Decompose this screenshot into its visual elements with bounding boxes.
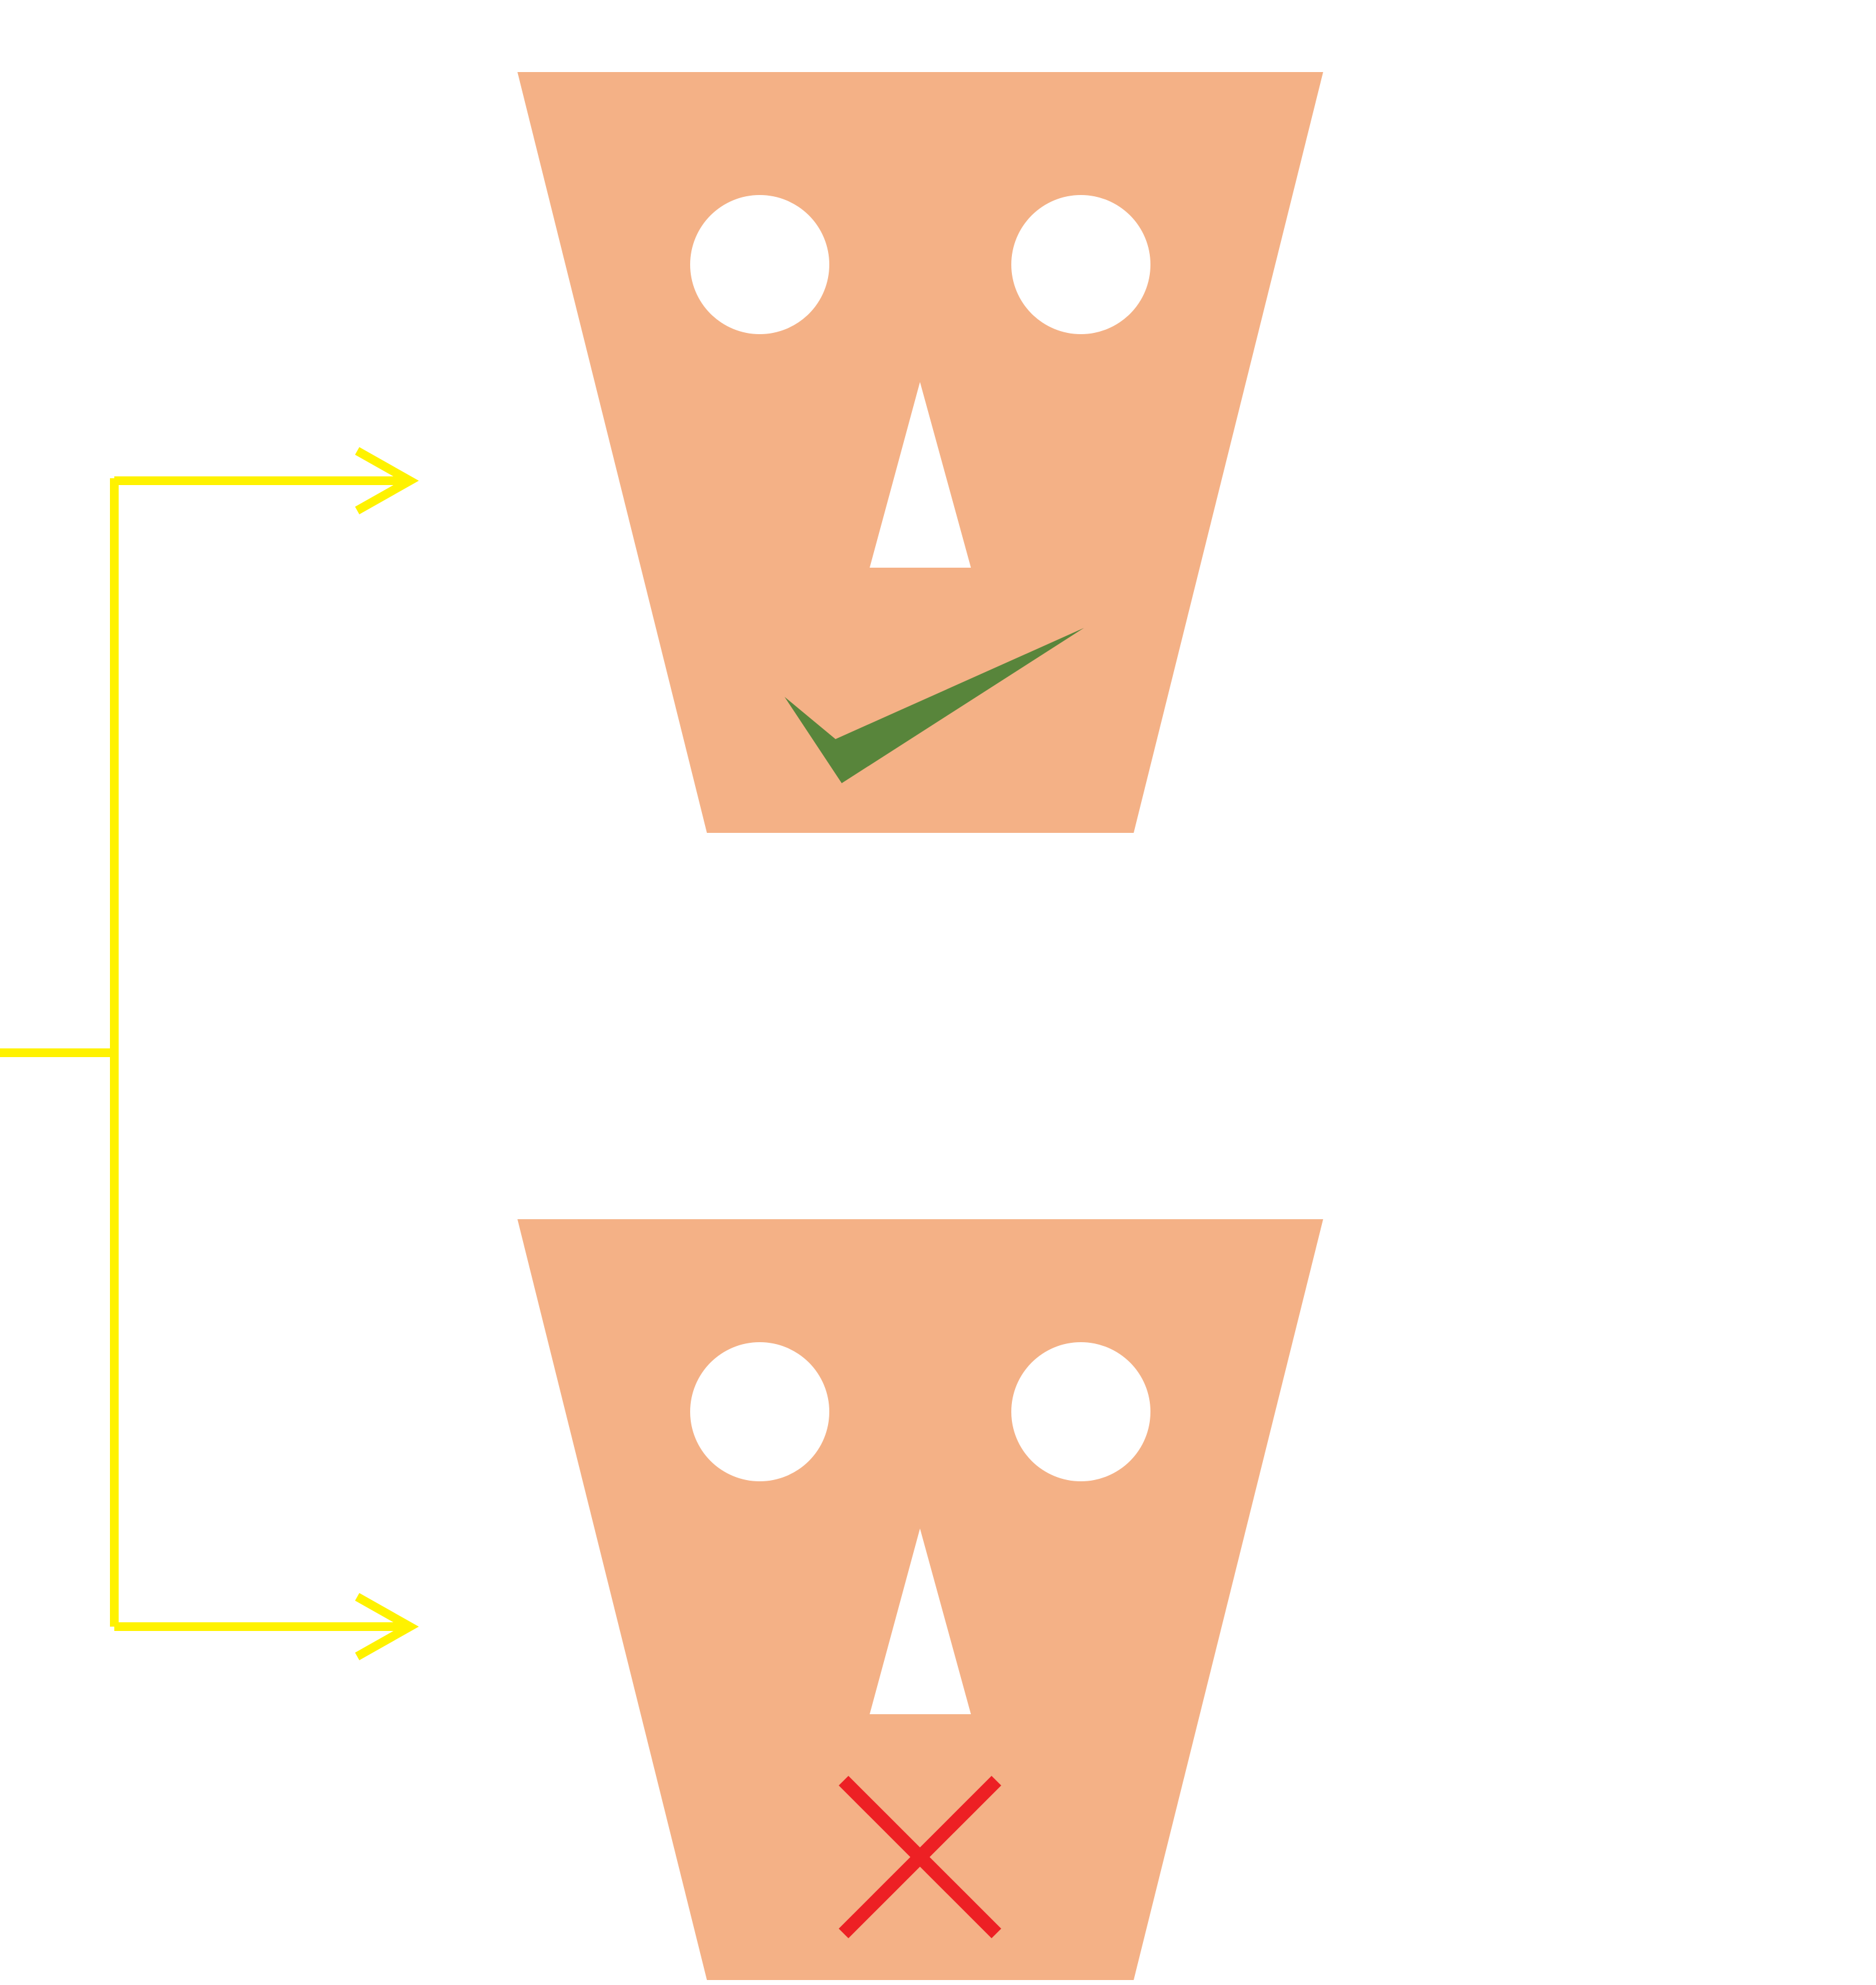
cross-icon (839, 1776, 1001, 1938)
face-bottom-right-eye (1011, 1342, 1150, 1481)
top-arrowhead-icon (355, 447, 419, 515)
face-bottom (517, 1219, 1323, 1980)
face-bottom-nose (870, 1528, 971, 1714)
branch-connector (0, 447, 419, 1661)
face-top-left-eye (690, 195, 829, 334)
face-top-right-eye (1011, 195, 1150, 334)
cross-stroke-2 (839, 1776, 1001, 1938)
bottom-arrowhead-icon (355, 1592, 419, 1661)
face-bottom-left-eye (690, 1342, 829, 1481)
check-icon (785, 628, 1084, 783)
face-top-nose (870, 382, 971, 568)
face-top (517, 72, 1323, 833)
